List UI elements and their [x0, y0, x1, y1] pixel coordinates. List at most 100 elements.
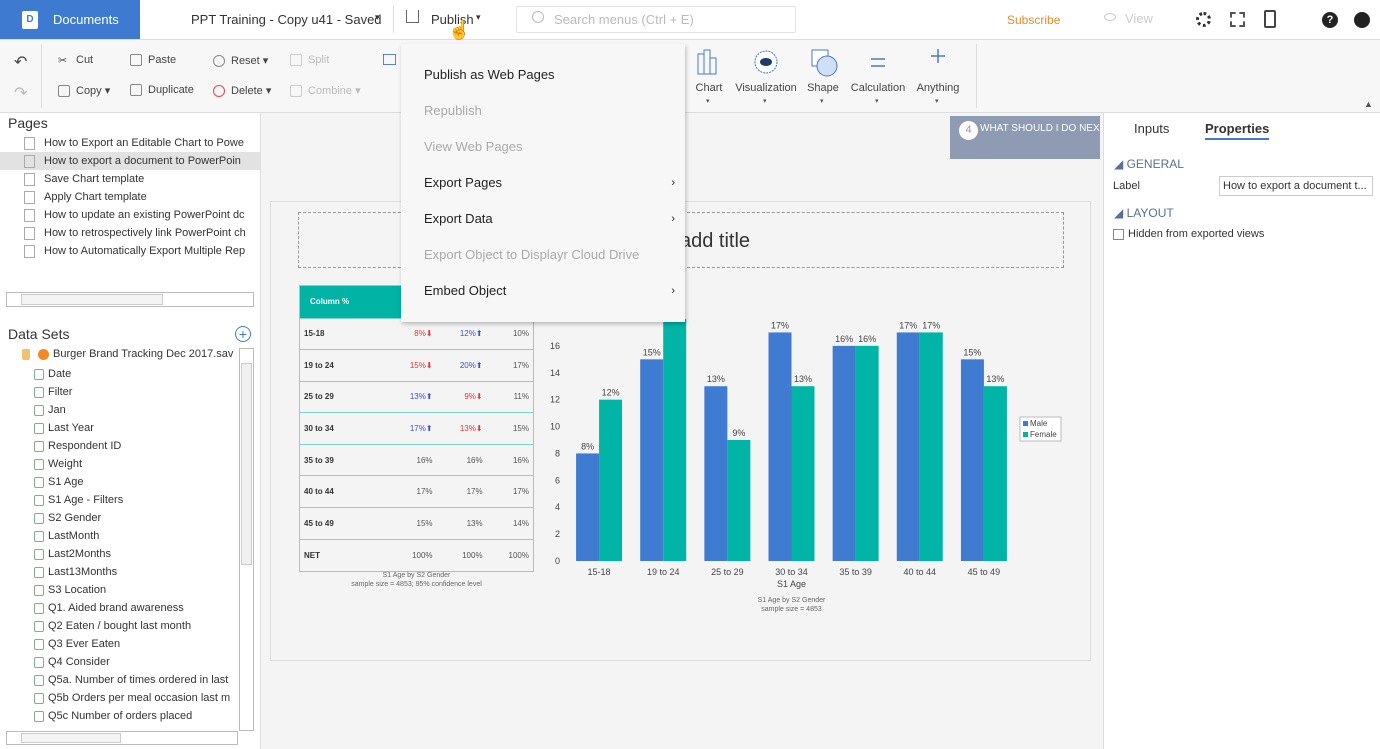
label: Paste	[148, 54, 177, 66]
bar	[832, 345, 856, 561]
undo[interactable]: ↶	[14, 54, 28, 71]
section-layout[interactable]: ◢ LAYOUT	[1114, 206, 1174, 220]
divider	[41, 44, 42, 108]
label: Split	[308, 54, 330, 66]
y-tick-label: 6	[555, 475, 560, 485]
x-tick-label: 15-18	[588, 567, 611, 577]
variables-list: Date Filter Jan Last Year Respondent ID Weigh…	[0, 365, 238, 727]
variable-item[interactable]: LastMonth	[0, 527, 238, 545]
view-button[interactable]: View	[1125, 11, 1153, 26]
next-count: 4	[959, 121, 978, 140]
copy-button[interactable]: Copy ▾	[58, 84, 110, 98]
menu-item[interactable]: Export Data ›	[401, 201, 685, 237]
value-label: 12%	[602, 388, 620, 398]
insert-button[interactable]: Calculation	[850, 82, 906, 94]
page-item[interactable]: How to export a document to PowerPoin	[0, 152, 260, 170]
insert-button[interactable]: Chart	[695, 82, 723, 94]
variable-item[interactable]: Q1. Aided brand awareness	[0, 599, 238, 617]
paste-button[interactable]: Paste	[130, 54, 177, 67]
redo[interactable]: ↷	[14, 85, 28, 102]
device-icon[interactable]	[1264, 10, 1276, 28]
field-label: Label	[1113, 180, 1140, 192]
page-item[interactable]: How to Automatically Export Multiple Rep	[0, 242, 260, 260]
insert-button[interactable]: Visualization	[735, 82, 797, 94]
menu-item[interactable]: Publish as Web Pages	[401, 57, 685, 93]
insert-button[interactable]: Shape	[807, 82, 839, 94]
variable-item[interactable]: S3 Location	[0, 581, 238, 599]
variable-item[interactable]: Last Year	[0, 419, 238, 437]
cell: 10%	[486, 318, 533, 351]
pages-title: Pages	[8, 115, 48, 131]
page-item[interactable]: Apply Chart template	[0, 188, 260, 206]
row-label: 15-18	[300, 318, 387, 351]
row-label: NET	[304, 550, 320, 560]
page-item[interactable]: Save Chart template	[0, 170, 260, 188]
value-label: 9%	[732, 428, 745, 438]
help-icon[interactable]: ?	[1322, 12, 1338, 28]
menu-item[interactable]: Embed Object ›	[401, 273, 685, 309]
split-button[interactable]: Split	[290, 54, 330, 67]
variable-item[interactable]: Last2Months	[0, 545, 238, 563]
variable-item[interactable]: Q5a. Number of times ordered in last	[0, 671, 238, 689]
page-item[interactable]: How to update an existing PowerPoint dc	[0, 206, 260, 224]
x-tick-label: 45 to 49	[968, 567, 1001, 577]
document-name[interactable]: PPT Training - Copy u41 - Saved	[191, 12, 382, 27]
search-placeholder: Search menus (Ctrl + E)	[554, 12, 694, 27]
checkbox[interactable]	[1113, 229, 1124, 240]
bar	[640, 359, 664, 561]
tab-active[interactable]: Properties	[1205, 121, 1270, 140]
variable-item[interactable]: Q4 Consider	[0, 653, 238, 671]
page-item[interactable]: How to Export an Editable Chart to Powe	[0, 134, 260, 152]
page-item[interactable]: How to retrospectively link PowerPoint c…	[0, 224, 260, 242]
menu-item: Export Object to Displayr Cloud Drive	[401, 237, 685, 273]
x-tick-label: 25 to 29	[711, 567, 744, 577]
variable-item[interactable]: Q5c Number of orders placed	[0, 707, 238, 725]
variable-item[interactable]: S1 Age	[0, 473, 238, 491]
section-general[interactable]: ◢ GENERAL	[1114, 157, 1184, 171]
duplicate-button[interactable]: Duplicate	[130, 84, 194, 97]
variable-item[interactable]: Q3 Ever Eaten	[0, 635, 238, 653]
scrollbar[interactable]	[239, 348, 254, 731]
y-tick-label: 8	[555, 448, 560, 458]
user-icon[interactable]	[1354, 12, 1370, 28]
variable-item[interactable]: Respondent ID	[0, 437, 238, 455]
variable-item[interactable]: Filter	[0, 383, 238, 401]
scrollbar[interactable]	[6, 292, 254, 307]
menu-item[interactable]: Export Pages ›	[401, 165, 685, 201]
search-icon	[532, 11, 544, 23]
fullscreen-icon[interactable]	[1230, 12, 1245, 27]
legend-swatch	[1023, 421, 1028, 426]
cell: 17%	[486, 475, 533, 509]
cut-button[interactable]: ✂ Cut	[58, 54, 94, 68]
variable-item[interactable]: S1 Age - Filters	[0, 491, 238, 509]
y-tick-label: 12	[550, 395, 560, 405]
subscribe-link[interactable]: Subscribe	[1007, 13, 1061, 27]
y-tick-label: 16	[550, 341, 560, 351]
scrollbar[interactable]	[6, 731, 238, 745]
cell: 20%	[459, 360, 476, 370]
cell: 11%	[486, 381, 533, 414]
variable-item[interactable]: Last13Months	[0, 563, 238, 581]
settings-icon[interactable]	[1196, 12, 1211, 27]
submenu-arrow: ›	[671, 177, 675, 189]
variable-item[interactable]: Date	[0, 365, 238, 383]
search-box[interactable]	[516, 6, 796, 33]
variable-item[interactable]: S2 Gender	[0, 509, 238, 527]
tab[interactable]: Inputs	[1134, 121, 1170, 136]
variable-item[interactable]: Jan	[0, 401, 238, 419]
delete-button[interactable]: Delete ▾	[213, 84, 271, 98]
dataset-file[interactable]: Burger Brand Tracking Dec 2017.sav	[53, 348, 234, 360]
insert-button[interactable]: Anything	[916, 82, 960, 94]
label: WHAT SHOULD I DO NEXT?	[980, 123, 1112, 134]
label-input[interactable]: How to export a document t...	[1219, 176, 1373, 196]
variable-item[interactable]: Q2 Eaten / bought last month	[0, 617, 238, 635]
publish-button[interactable]: Publish	[431, 12, 474, 27]
reset-button[interactable]: Reset ▾	[213, 54, 268, 68]
collapse-toolbar[interactable]: ▲	[1364, 99, 1373, 109]
variable-item[interactable]: Q5b Orders per meal occasion last m	[0, 689, 238, 707]
add-dataset[interactable]: +	[235, 326, 251, 342]
combine-button[interactable]: Combine ▾	[290, 84, 361, 98]
variable-item[interactable]: Weight	[0, 455, 238, 473]
caret: ▾	[875, 98, 879, 105]
bar	[896, 332, 920, 561]
